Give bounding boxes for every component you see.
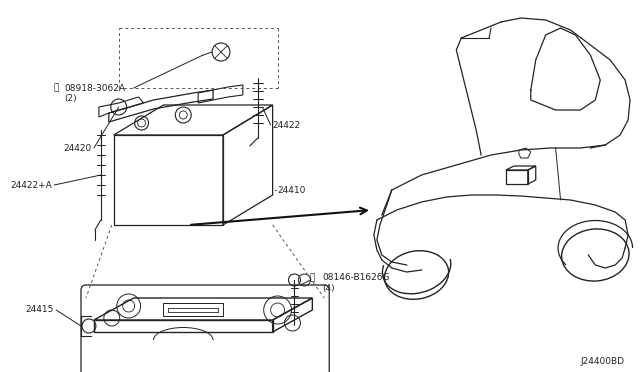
Text: 24422: 24422: [273, 121, 301, 129]
Text: 08146-B1626G: 08146-B1626G: [323, 273, 390, 282]
Text: 08918-3062A: 08918-3062A: [64, 83, 125, 93]
Text: Ⓑ: Ⓑ: [310, 273, 315, 282]
Text: 24410: 24410: [278, 186, 306, 195]
Text: (2): (2): [64, 93, 77, 103]
Text: J24400BD: J24400BD: [580, 357, 625, 366]
Text: (4): (4): [323, 283, 335, 292]
Text: 24420: 24420: [63, 144, 92, 153]
Text: Ⓝ: Ⓝ: [54, 83, 59, 93]
Text: 24415: 24415: [26, 305, 54, 314]
Text: 24422+A: 24422+A: [10, 180, 52, 189]
